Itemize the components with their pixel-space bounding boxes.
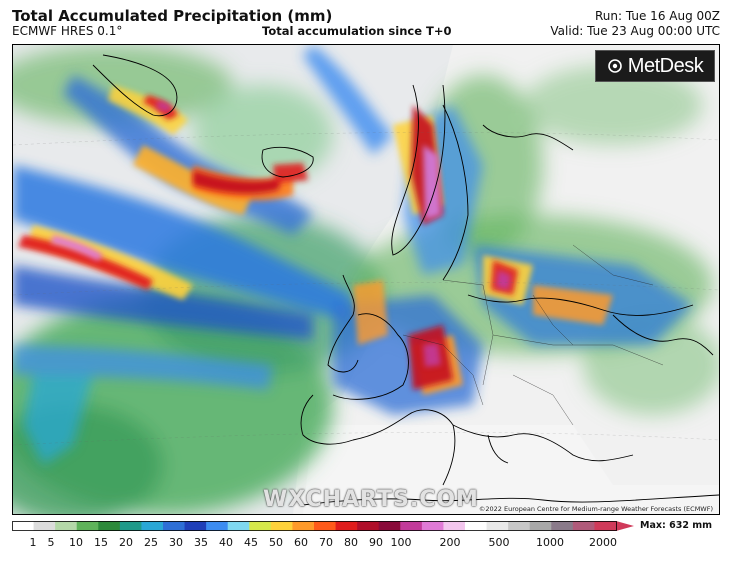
colorbar-swatch xyxy=(465,521,488,531)
colorbar-tick-label: 2000 xyxy=(589,536,617,549)
colorbar-tick-label: 200 xyxy=(439,536,461,549)
metdesk-logo-icon xyxy=(607,59,622,73)
country-borders xyxy=(402,244,664,426)
colorbar-tick-label: 50 xyxy=(269,536,283,549)
colorbar-swatch xyxy=(163,521,186,531)
precipitation-map[interactable]: MetDesk WXCHARTS.COM ©2022 European Cent… xyxy=(12,44,720,515)
colorbar-swatch xyxy=(551,521,574,531)
colorbar-swatch xyxy=(12,521,35,531)
colorbar-swatch xyxy=(486,521,509,531)
colorbar-swatch xyxy=(98,521,121,531)
wxcharts-watermark: WXCHARTS.COM xyxy=(263,487,479,512)
colorbar-tick-label: 40 xyxy=(219,536,233,549)
colorbar-swatch xyxy=(529,521,552,531)
colorbar-swatch xyxy=(206,521,229,531)
colorbar-swatch xyxy=(400,521,423,531)
metdesk-logo[interactable]: MetDesk xyxy=(595,50,715,82)
colorbar-tick-label: 45 xyxy=(244,536,258,549)
colorbar xyxy=(12,521,634,531)
colorbar-tick-label: 90 xyxy=(369,536,383,549)
ecmwf-copyright: ©2022 European Centre for Medium-range W… xyxy=(478,505,713,513)
colorbar-tick-label: 25 xyxy=(144,536,158,549)
colorbar-swatch xyxy=(227,521,250,531)
valid-time: Valid: Tue 23 Aug 00:00 UTC xyxy=(550,24,720,38)
colorbar-swatches xyxy=(12,521,617,531)
colorbar-frame xyxy=(12,521,617,531)
colorbar-tick-label: 15 xyxy=(94,536,108,549)
colorbar-tick-label: 1000 xyxy=(536,536,564,549)
map-canvas xyxy=(13,45,719,514)
colorbar-swatch xyxy=(378,521,401,531)
colorbar-swatch xyxy=(119,521,143,531)
colorbar-tick-label: 60 xyxy=(294,536,308,549)
colorbar-swatch xyxy=(357,521,380,531)
colorbar-swatch xyxy=(443,521,466,531)
colorbar-tick-label: 1 xyxy=(29,536,37,549)
colorbar-swatch xyxy=(76,521,99,531)
colorbar-swatch xyxy=(292,521,315,531)
colorbar-tick-label: 70 xyxy=(319,536,333,549)
colorbar-swatch xyxy=(33,521,56,531)
graticule xyxy=(13,132,719,446)
colorbar-swatch xyxy=(270,521,294,531)
colorbar-ticks: 1 5 10 15 20 25 30 35 40 45 50 60 70 80 90 100 200 500 100… xyxy=(0,536,732,552)
colorbar-max-arrow xyxy=(616,521,634,531)
header: Total Accumulated Precipitation (mm) ECM… xyxy=(0,0,732,44)
colorbar-tick-label: 20 xyxy=(119,536,133,549)
colorbar-swatch xyxy=(421,521,445,531)
colorbar-tick-label: 100 xyxy=(390,536,412,549)
colorbar-swatch xyxy=(249,521,272,531)
max-label: Max: 632 mm xyxy=(640,520,713,531)
colorbar-tick-label: 500 xyxy=(488,536,510,549)
colorbar-swatch xyxy=(335,521,358,531)
colorbar-tick-label: 35 xyxy=(194,536,208,549)
colorbar-swatch xyxy=(141,521,164,531)
colorbar-swatch xyxy=(594,521,617,531)
colorbar-swatch xyxy=(572,521,596,531)
colorbar-swatch xyxy=(184,521,207,531)
colorbar-swatch xyxy=(55,521,78,531)
colorbar-tick-label: 30 xyxy=(169,536,183,549)
colorbar-swatch xyxy=(314,521,337,531)
model-label: ECMWF HRES 0.1° xyxy=(12,24,123,38)
chart-subtitle: Total accumulation since T+0 xyxy=(262,24,452,38)
colorbar-tick-label: 5 xyxy=(47,536,55,549)
colorbar-swatch xyxy=(508,521,531,531)
colorbar-tick-label: 80 xyxy=(344,536,358,549)
metdesk-brand: MetDesk xyxy=(627,54,704,77)
chart-title: Total Accumulated Precipitation (mm) xyxy=(12,7,333,25)
colorbar-tick-label: 10 xyxy=(69,536,83,549)
run-time: Run: Tue 16 Aug 00Z xyxy=(595,9,720,23)
precip-extreme-layer xyxy=(51,100,511,367)
coastlines xyxy=(92,54,719,506)
